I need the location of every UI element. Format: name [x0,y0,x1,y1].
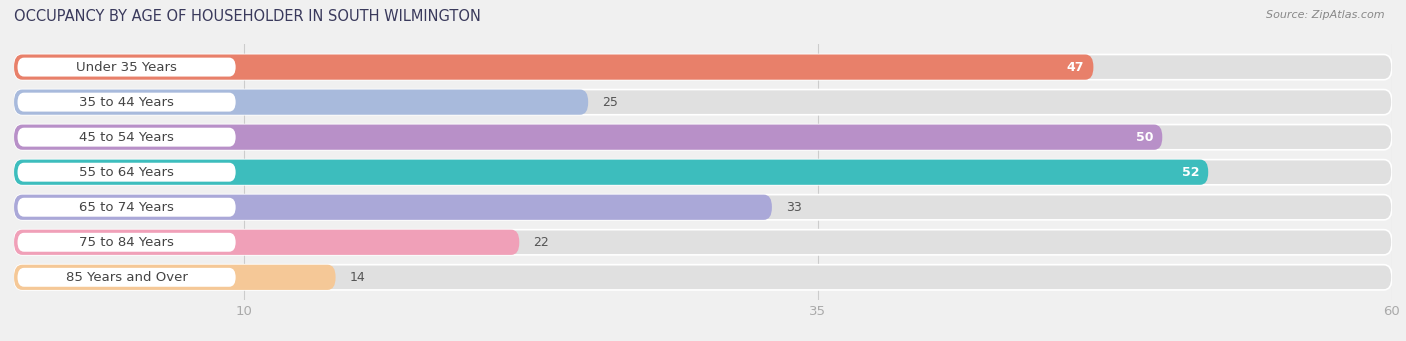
FancyBboxPatch shape [14,90,1392,115]
Text: 65 to 74 Years: 65 to 74 Years [79,201,174,214]
Text: 50: 50 [1136,131,1153,144]
FancyBboxPatch shape [14,124,1392,150]
Text: 55 to 64 Years: 55 to 64 Years [79,166,174,179]
FancyBboxPatch shape [17,198,236,217]
FancyBboxPatch shape [14,229,1392,255]
Text: 14: 14 [349,271,366,284]
FancyBboxPatch shape [14,160,1392,185]
Text: 45 to 54 Years: 45 to 54 Years [79,131,174,144]
Text: Under 35 Years: Under 35 Years [76,61,177,74]
FancyBboxPatch shape [17,128,236,147]
FancyBboxPatch shape [14,90,588,115]
FancyBboxPatch shape [17,233,236,252]
Text: 52: 52 [1181,166,1199,179]
FancyBboxPatch shape [14,195,1392,220]
FancyBboxPatch shape [14,55,1094,80]
FancyBboxPatch shape [14,265,336,290]
FancyBboxPatch shape [14,265,1392,290]
Text: 47: 47 [1067,61,1084,74]
Text: 85 Years and Over: 85 Years and Over [66,271,187,284]
FancyBboxPatch shape [14,124,1163,150]
FancyBboxPatch shape [17,268,236,287]
FancyBboxPatch shape [14,195,772,220]
FancyBboxPatch shape [17,58,236,77]
Text: 25: 25 [602,95,617,109]
Text: 22: 22 [533,236,548,249]
Text: Source: ZipAtlas.com: Source: ZipAtlas.com [1267,10,1385,20]
FancyBboxPatch shape [14,55,1392,80]
Text: 35 to 44 Years: 35 to 44 Years [79,95,174,109]
FancyBboxPatch shape [14,229,519,255]
FancyBboxPatch shape [14,160,1208,185]
Text: 75 to 84 Years: 75 to 84 Years [79,236,174,249]
FancyBboxPatch shape [17,93,236,112]
FancyBboxPatch shape [17,163,236,182]
Text: 33: 33 [786,201,801,214]
Text: OCCUPANCY BY AGE OF HOUSEHOLDER IN SOUTH WILMINGTON: OCCUPANCY BY AGE OF HOUSEHOLDER IN SOUTH… [14,9,481,24]
